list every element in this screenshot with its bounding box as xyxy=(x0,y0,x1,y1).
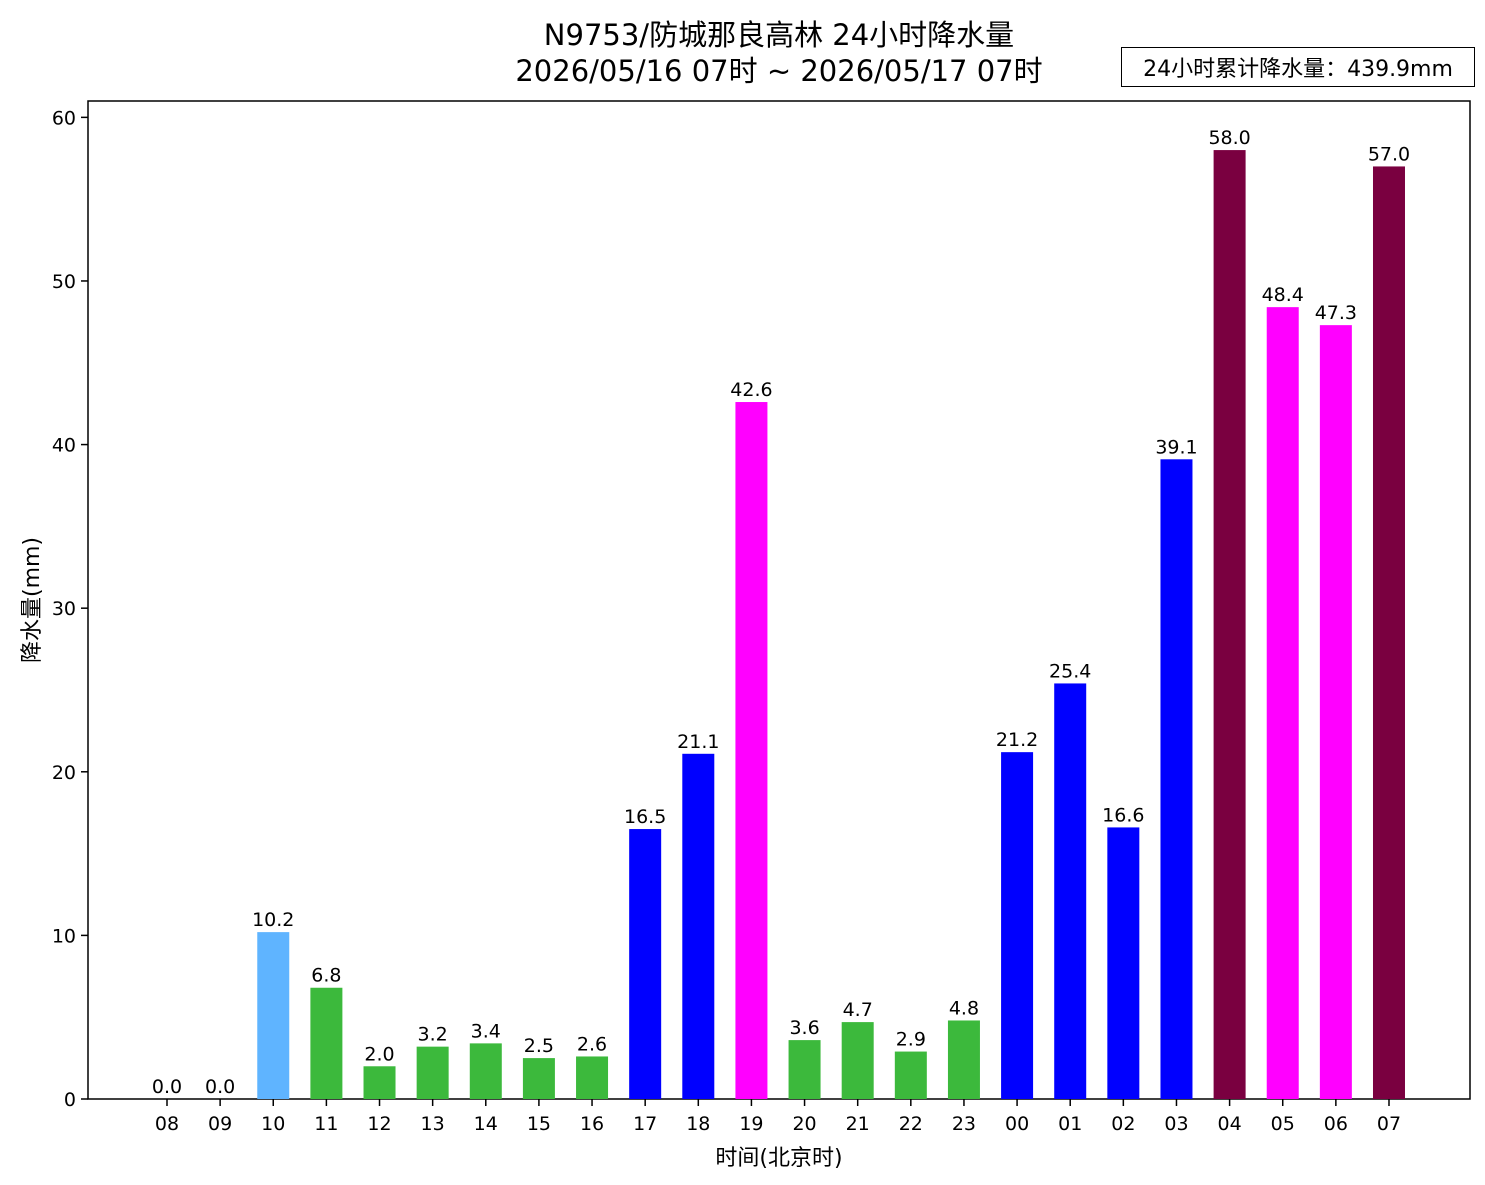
x-tick-label: 15 xyxy=(527,1113,551,1135)
bar-10 xyxy=(257,932,290,1099)
value-label: 47.3 xyxy=(1315,302,1357,324)
bar-12 xyxy=(363,1066,396,1099)
bar-19 xyxy=(735,402,768,1099)
bar-14 xyxy=(469,1043,502,1099)
value-label: 3.4 xyxy=(471,1020,501,1042)
x-tick-label: 04 xyxy=(1218,1113,1242,1135)
y-tick-label: 0 xyxy=(64,1089,76,1111)
value-label: 42.6 xyxy=(730,379,772,401)
x-tick-label: 06 xyxy=(1324,1113,1348,1135)
plot-frame xyxy=(87,100,1471,1100)
y-tick-label: 40 xyxy=(52,435,76,457)
value-label: 6.8 xyxy=(311,965,341,987)
value-label: 0.0 xyxy=(205,1076,235,1098)
y-tick-label: 60 xyxy=(52,107,76,129)
y-tick-label: 50 xyxy=(52,271,76,293)
bar-21 xyxy=(841,1022,874,1099)
x-tick-label: 17 xyxy=(633,1113,657,1135)
x-tick-label: 01 xyxy=(1058,1113,1082,1135)
x-tick-label: 02 xyxy=(1111,1113,1135,1135)
x-tick-label: 14 xyxy=(474,1113,498,1135)
bar-03 xyxy=(1160,459,1193,1100)
total-rainfall-box: 24小时累计降水量：439.9mm xyxy=(1121,47,1475,87)
value-label: 48.4 xyxy=(1262,284,1304,306)
value-label: 3.2 xyxy=(418,1024,448,1046)
x-tick-label: 03 xyxy=(1164,1113,1188,1135)
total-rainfall-label: 24小时累计降水量：439.9mm xyxy=(1143,57,1453,82)
value-label: 2.0 xyxy=(364,1043,394,1065)
value-label: 21.2 xyxy=(996,729,1038,751)
bar-00 xyxy=(1001,752,1034,1099)
x-tick-label: 12 xyxy=(367,1113,391,1135)
x-tick-label: 09 xyxy=(208,1113,232,1135)
value-label: 4.8 xyxy=(949,997,979,1019)
x-tick-label: 18 xyxy=(686,1113,710,1135)
y-tick-label: 30 xyxy=(52,598,76,620)
bar-02 xyxy=(1107,827,1140,1099)
bar-18 xyxy=(682,753,715,1099)
x-tick-label: 22 xyxy=(899,1113,923,1135)
bar-11 xyxy=(310,987,343,1099)
x-tick-label: 21 xyxy=(846,1113,870,1135)
x-tick-label: 10 xyxy=(261,1113,285,1135)
bar-07 xyxy=(1372,166,1405,1099)
value-label: 25.4 xyxy=(1049,660,1091,682)
value-label: 4.7 xyxy=(843,999,873,1021)
bar-06 xyxy=(1319,325,1352,1099)
x-tick-label: 13 xyxy=(421,1113,445,1135)
value-label: 21.1 xyxy=(677,731,719,753)
chart-title-line2: 2026/05/16 07时 ~ 2026/05/17 07时 xyxy=(515,54,1043,88)
bar-04 xyxy=(1213,150,1246,1099)
value-label: 0.0 xyxy=(152,1076,182,1098)
value-label: 2.6 xyxy=(577,1033,607,1055)
value-label: 57.0 xyxy=(1368,143,1410,165)
x-tick-label: 11 xyxy=(314,1113,338,1135)
y-tick-label: 20 xyxy=(52,762,76,784)
bar-01 xyxy=(1054,683,1087,1099)
x-tick-label: 00 xyxy=(1005,1113,1029,1135)
value-label: 16.6 xyxy=(1102,804,1144,826)
y-axis-label: 降水量(mm) xyxy=(20,536,45,664)
value-label: 3.6 xyxy=(789,1017,819,1039)
value-label: 2.9 xyxy=(896,1029,926,1051)
value-label: 39.1 xyxy=(1155,436,1197,458)
bar-23 xyxy=(947,1020,980,1099)
x-tick-label: 05 xyxy=(1271,1113,1295,1135)
x-tick-label: 08 xyxy=(155,1113,179,1135)
bar-20 xyxy=(788,1040,821,1099)
bar-16 xyxy=(576,1056,609,1099)
bar-13 xyxy=(416,1046,449,1099)
value-label: 58.0 xyxy=(1208,127,1250,149)
bar-05 xyxy=(1266,307,1299,1099)
bar-17 xyxy=(629,829,662,1099)
x-tick-label: 16 xyxy=(580,1113,604,1135)
value-label: 2.5 xyxy=(524,1035,554,1057)
bar-15 xyxy=(522,1058,555,1099)
x-tick-label: 20 xyxy=(792,1113,816,1135)
x-axis-label: 时间(北京时) xyxy=(715,1146,843,1171)
y-tick-label: 10 xyxy=(52,925,76,947)
x-tick-label: 07 xyxy=(1377,1113,1401,1135)
x-tick-label: 19 xyxy=(739,1113,763,1135)
value-label: 16.5 xyxy=(624,806,666,828)
x-tick-label: 23 xyxy=(952,1113,976,1135)
chart-title-line1: N9753/防城那良高林 24小时降水量 xyxy=(543,18,1015,52)
bar-22 xyxy=(894,1051,927,1099)
value-label: 10.2 xyxy=(252,909,294,931)
